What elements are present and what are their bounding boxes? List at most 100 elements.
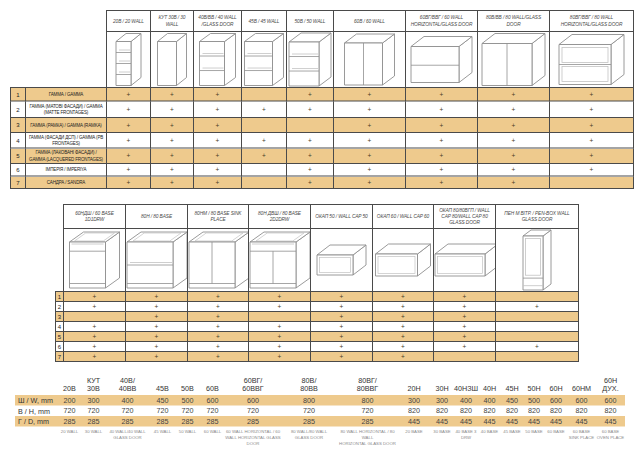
- wall-cabinet-60-horizontal-icon: [406, 32, 478, 88]
- dim-column-code: 20В: [57, 372, 82, 395]
- dim-value: 720: [175, 406, 200, 417]
- base-cabinet-80-sink-icon: [188, 229, 249, 292]
- base-cabinets-section: 60НДШ / 60 BASE 1D1DRW80Н / 80 BASE80НМ …: [55, 204, 579, 362]
- compatibility-cell: +: [188, 312, 249, 322]
- dim-column-caption: 40 BASE: [478, 427, 501, 447]
- compatibility-cell: +: [126, 292, 188, 302]
- row-number: 2: [11, 101, 26, 118]
- dim-value: 450: [501, 395, 523, 406]
- compatibility-cell: +: [249, 292, 311, 302]
- dim-value: 600: [200, 395, 225, 406]
- compatibility-cell: +: [550, 133, 634, 149]
- base-cabinets-compatibility-table: 60НДШ / 60 BASE 1D1DRW80Н / 80 BASE80НМ …: [55, 204, 579, 362]
- dim-value: 720: [57, 406, 82, 417]
- base-cabinet-80-drawers-doors-icon: [249, 229, 311, 292]
- compatibility-cell: [287, 118, 334, 133]
- collection-row-label: ГАММА (РАМКА) / GAMMA (RAMKA): [26, 118, 107, 133]
- compatibility-cell: +: [188, 322, 249, 332]
- compatibility-cell: +: [64, 322, 126, 332]
- compatibility-cell: +: [287, 88, 334, 102]
- compatibility-cell: +: [287, 101, 334, 118]
- compatibility-cell: +: [194, 101, 242, 118]
- compatibility-cell: +: [107, 118, 151, 133]
- dim-column-code: 60В: [200, 372, 225, 395]
- dim-value: 820: [478, 406, 501, 417]
- dim-value: 820: [523, 406, 545, 417]
- compatibility-cell: +: [242, 101, 287, 118]
- dim-value: 285: [105, 416, 150, 427]
- dim-column-caption: 45 BASE: [501, 427, 523, 447]
- dim-corner-spacer: [15, 372, 57, 395]
- dim-value: 820: [454, 406, 478, 417]
- dim-value: 300: [430, 395, 454, 406]
- dim-column-caption: 80 WALL HORIZONTAL / 80 WALL HORIZONTAL …: [337, 427, 398, 447]
- compatibility-cell: +: [334, 88, 406, 102]
- dim-value: 720: [105, 406, 150, 417]
- compatibility-cell: +: [434, 312, 496, 322]
- dim-value: 820: [596, 406, 625, 417]
- compatibility-cell: [496, 322, 579, 332]
- dim-value: 445: [454, 416, 478, 427]
- compatibility-cell: [242, 164, 287, 177]
- compatibility-cell: [434, 352, 496, 362]
- dim-column-caption: 40 WALL/40 WALL GLASS DOOR: [105, 427, 150, 447]
- row-number: 5: [56, 332, 64, 342]
- collection-row-label: САНДРА / SANDRA: [26, 176, 107, 189]
- compatibility-cell: +: [107, 176, 151, 189]
- row-number: 3: [56, 312, 64, 322]
- dim-value: 200: [57, 395, 82, 406]
- wall-cabinet-20-open-icon: [107, 32, 151, 88]
- compatibility-cell: [242, 176, 287, 189]
- wall-cap-60-icon: [373, 229, 434, 292]
- dim-value: 445: [501, 416, 523, 427]
- compatibility-cell: +: [194, 133, 242, 149]
- dim-column-caption: 60 BASE SINK PLACE: [567, 427, 596, 447]
- kitchen-cabinet-catalog-page: 20В / 20 WALLКУТ 30В / 30 WALL40В/ВВ / 4…: [0, 0, 640, 452]
- product-column-header: 60ВГ/ВВГ / 60 WALL HORIZONTAL/GLASS DOOR: [406, 11, 478, 32]
- dim-value: 720: [82, 406, 105, 417]
- compatibility-cell: +: [478, 88, 550, 102]
- product-column-header: КУТ 30В / 30 WALL: [151, 11, 194, 32]
- compatibility-cell: +: [434, 322, 496, 332]
- wall-cabinet-60-two-door-icon: [334, 32, 406, 88]
- compatibility-cell: +: [194, 164, 242, 177]
- product-column-header: ОКАП 60 / WALL CAP 60: [373, 205, 434, 229]
- compatibility-cell: +: [496, 302, 579, 312]
- compatibility-cell: +: [151, 148, 194, 164]
- dim-value: 445: [523, 416, 545, 427]
- dim-column-code: 60ВГ/ 60ВВГ: [225, 372, 281, 395]
- compatibility-cell: +: [126, 322, 188, 332]
- compatibility-cell: [242, 118, 287, 133]
- compatibility-cell: +: [434, 302, 496, 312]
- dim-column-caption: 20 WALL: [57, 427, 82, 447]
- row-number: 3: [11, 118, 26, 133]
- table-corner-spacer: [11, 11, 107, 88]
- collection-row-label: ІМПЕРІЯ / IMPERIYA: [26, 164, 107, 177]
- product-column-header: 80В/ВВ / 80 WALL/GLASS DOOR: [478, 11, 550, 32]
- compatibility-cell: +: [434, 292, 496, 302]
- dim-value: 285: [337, 416, 398, 427]
- compatibility-cell: +: [434, 332, 496, 342]
- compatibility-cell: [64, 312, 126, 322]
- compatibility-cell: +: [406, 118, 478, 133]
- compatibility-cell: +: [550, 101, 634, 118]
- dim-column-code: 50В: [175, 372, 200, 395]
- dim-column-caption: 60 BASE: [545, 427, 567, 447]
- dim-value: 600: [545, 395, 567, 406]
- dim-value: 600: [567, 395, 596, 406]
- wall-cabinet-30-door-icon: [151, 32, 194, 88]
- dim-column-caption: 45 WALL: [150, 427, 175, 447]
- dim-value: 445: [398, 416, 430, 427]
- compatibility-cell: +: [107, 101, 151, 118]
- dim-column-caption: 30 WALL: [82, 427, 105, 447]
- dim-value: 720: [225, 406, 281, 417]
- dim-column-caption: 60 WALL HORIZONTAL / 60 WALL HORIZONTAL …: [225, 427, 281, 447]
- dim-column-code: 45В: [150, 372, 175, 395]
- compatibility-cell: +: [126, 332, 188, 342]
- compatibility-cell: +: [406, 164, 478, 177]
- compatibility-cell: +: [287, 176, 334, 189]
- compatibility-cell: +: [334, 164, 406, 177]
- row-number: 6: [56, 342, 64, 352]
- compatibility-cell: +: [478, 164, 550, 177]
- dim-column-code: 80ВГ/ 80ВВГ: [337, 372, 398, 395]
